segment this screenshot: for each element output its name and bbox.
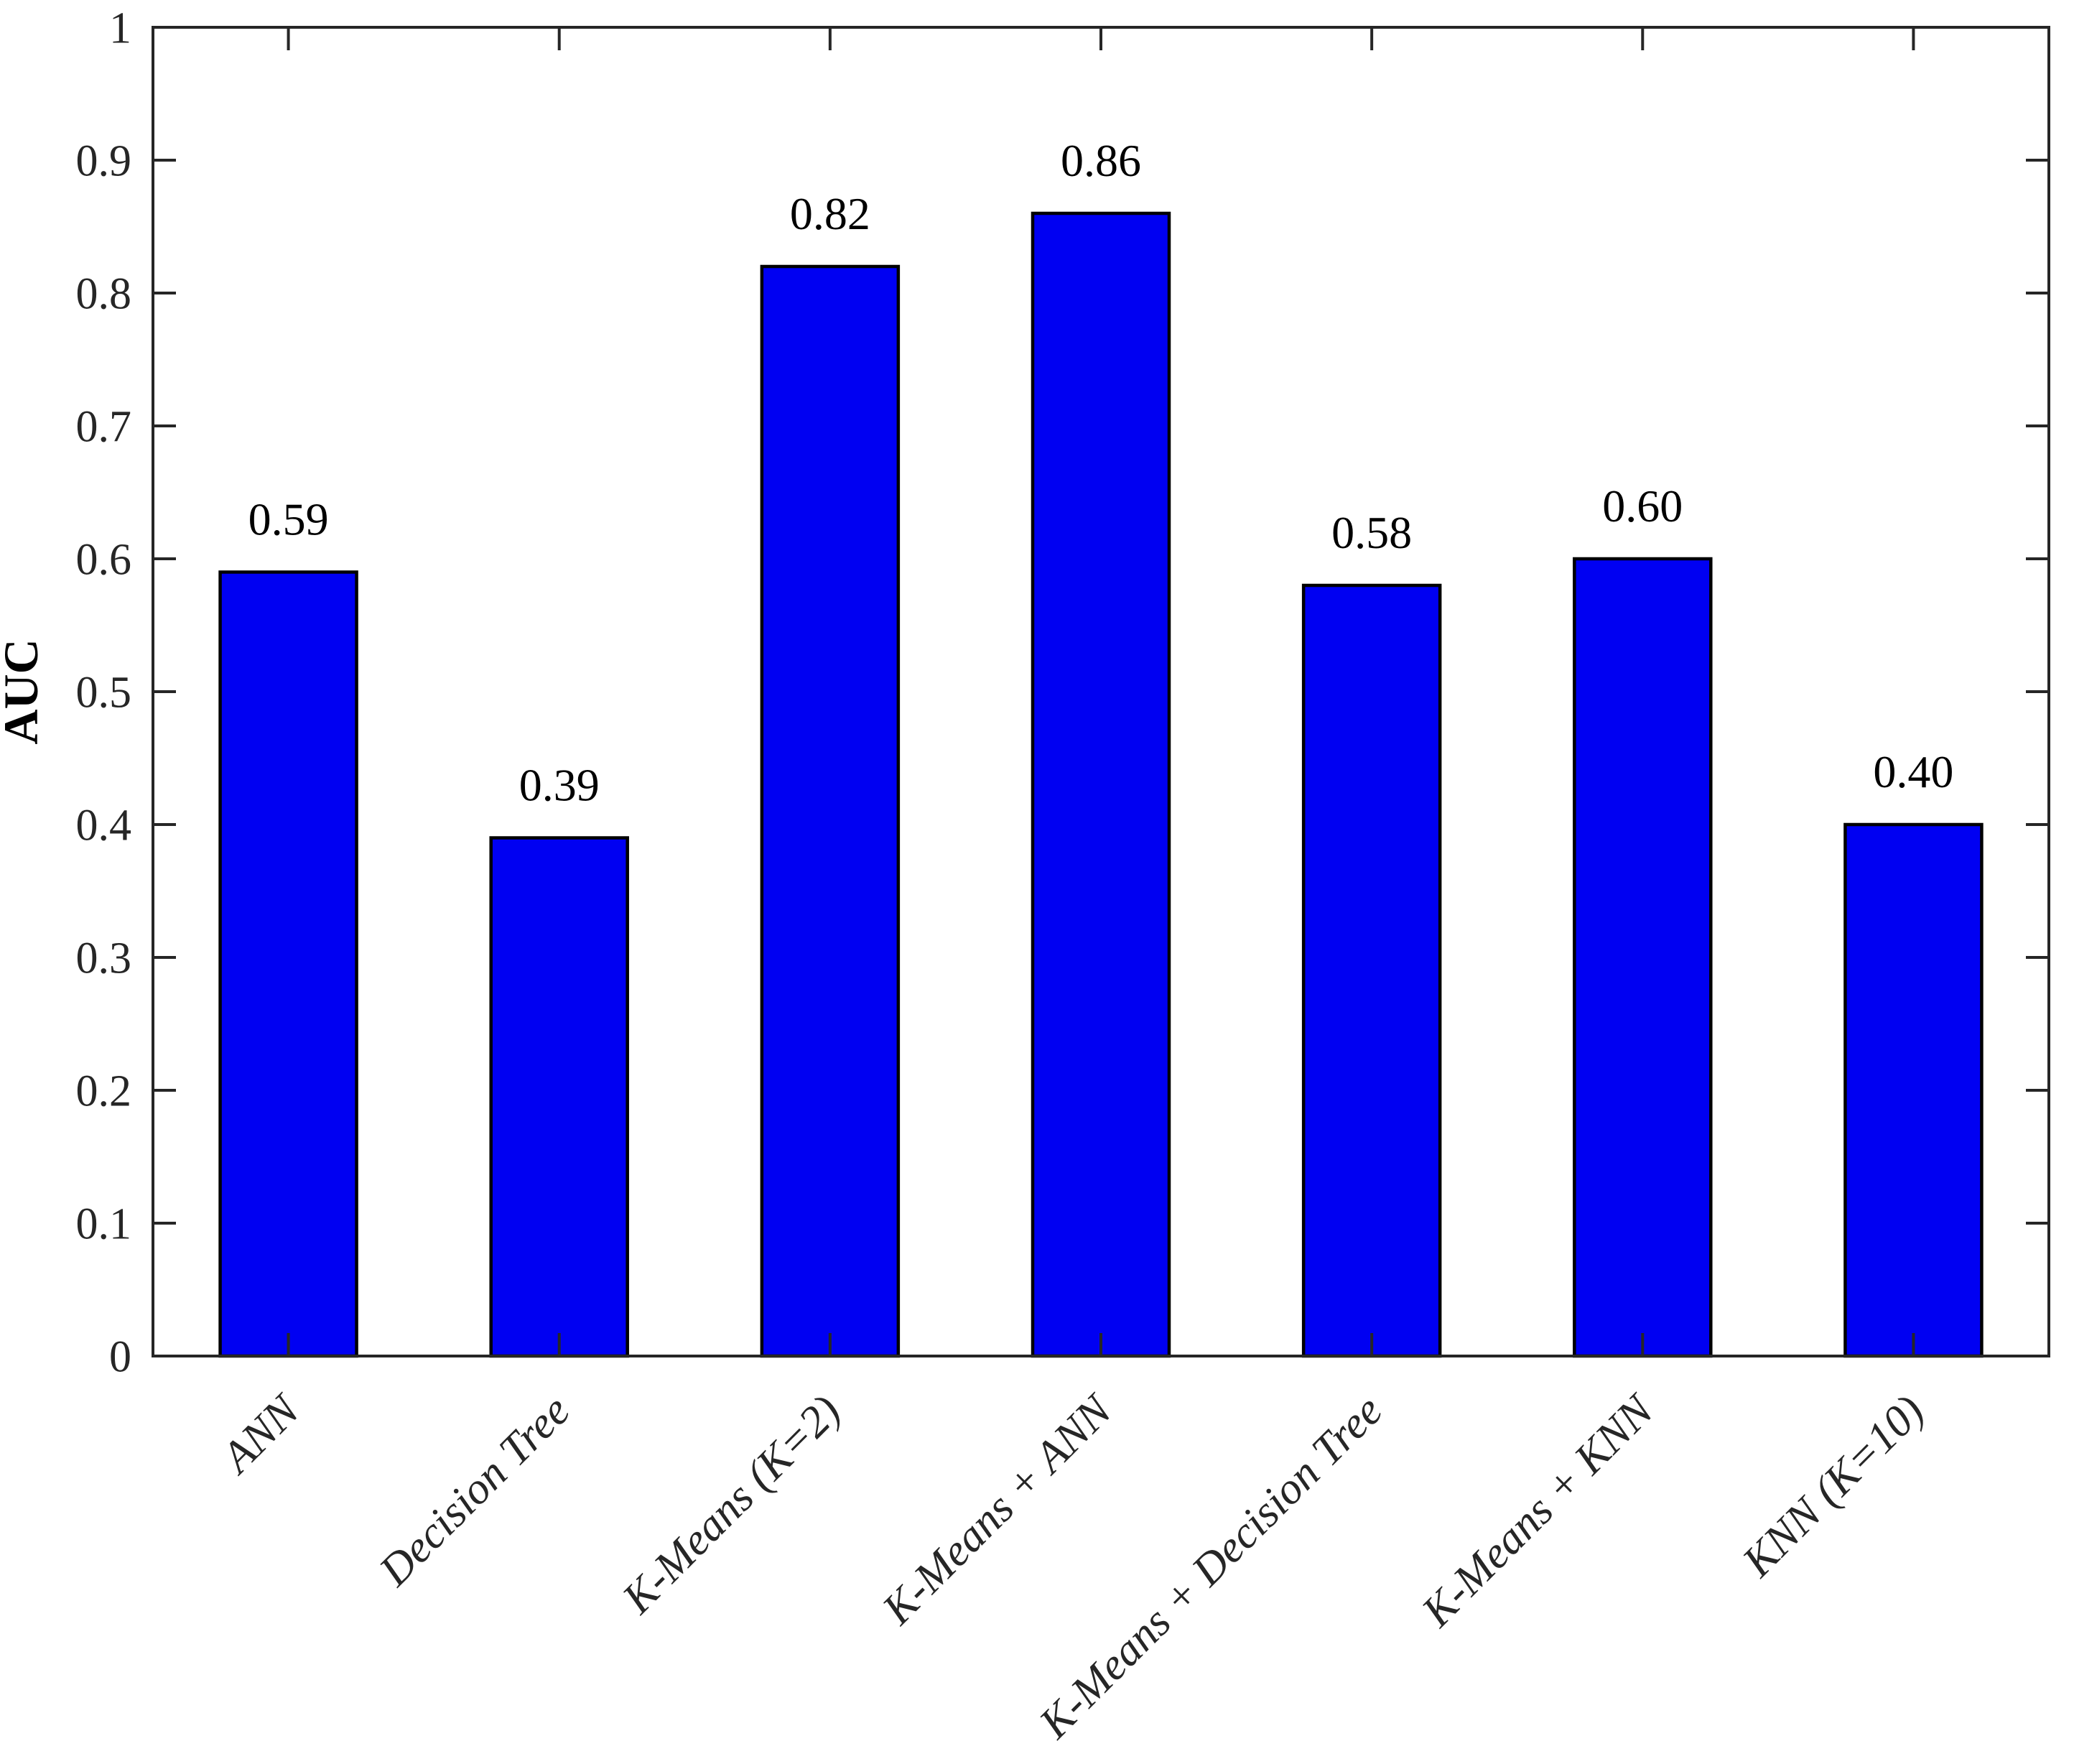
bar: [1031, 211, 1171, 1358]
y-tick-label: 0.8: [76, 270, 132, 319]
bar-value-label: 0.86: [1061, 135, 1141, 186]
bar-value-label: 0.82: [790, 188, 870, 239]
bar: [1843, 822, 1984, 1358]
y-tick-label: 1: [109, 4, 131, 53]
bar: [760, 264, 901, 1358]
bar-value-label: 0.60: [1602, 481, 1683, 531]
bar-value-label: 0.39: [519, 760, 600, 811]
y-tick-label: 0.6: [76, 536, 132, 585]
y-tick-label: 0: [109, 1333, 131, 1382]
y-tick-label: 0.9: [76, 137, 132, 186]
y-tick-label: 0.2: [76, 1067, 132, 1116]
y-tick-label: 0.3: [76, 934, 132, 983]
y-tick-label: 0.7: [76, 403, 132, 452]
bar: [1573, 557, 1713, 1358]
bar: [218, 570, 358, 1358]
bar: [1301, 583, 1442, 1358]
y-tick-label: 0.1: [76, 1200, 132, 1249]
y-tick-label: 0.4: [76, 802, 132, 850]
bar-value-label: 0.40: [1873, 746, 1953, 797]
bar: [489, 836, 629, 1358]
y-tick-label: 0.5: [76, 669, 132, 718]
bar-value-label: 0.58: [1331, 507, 1412, 558]
y-axis-label: AUC: [0, 639, 48, 744]
bar-value-label: 0.59: [248, 494, 329, 545]
